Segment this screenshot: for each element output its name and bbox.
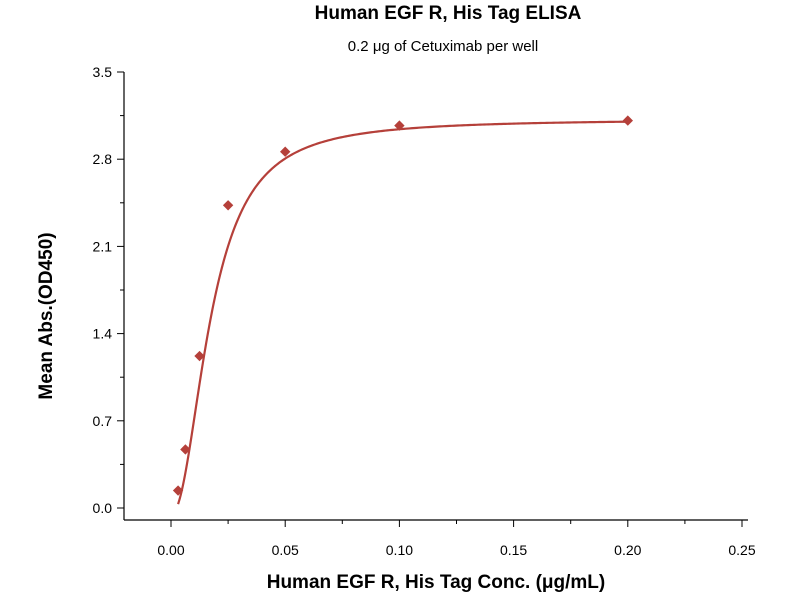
data-point	[280, 146, 291, 157]
chart-title: Human EGF R, His Tag ELISA	[315, 3, 582, 24]
y-tick-label: 3.5	[93, 64, 113, 80]
y-tick-label: 0.7	[93, 413, 113, 429]
data-point	[222, 200, 234, 211]
x-axis-ticks: 0.00 0.05 0.10 0.15 0.20 0.25	[157, 520, 756, 558]
fit-curve	[177, 120, 628, 505]
x-tick-label: 0.05	[272, 542, 299, 558]
chart-subtitle: 0.2 μg of Cetuximab per well	[348, 38, 538, 55]
x-tick-label: 0.15	[500, 542, 527, 558]
x-tick-label: 0.10	[386, 542, 413, 558]
y-tick-label: 1.4	[93, 326, 113, 342]
data-point	[194, 350, 205, 362]
y-axis-ticks: 0.0 0.7 1.4 2.1 2.8 3.5	[93, 64, 124, 516]
x-tick-label: 0.20	[614, 542, 641, 558]
data-point	[622, 115, 633, 126]
data-point	[180, 444, 191, 455]
data-points	[172, 115, 633, 496]
data-point	[394, 120, 405, 131]
x-tick-label: 0.00	[157, 542, 184, 558]
data-point	[172, 485, 184, 496]
x-tick-label: 0.25	[728, 542, 755, 558]
y-tick-label: 0.0	[93, 500, 113, 516]
y-axis-label: Mean Abs.(OD450)	[36, 232, 57, 399]
y-tick-label: 2.1	[93, 238, 113, 254]
x-axis-label: Human EGF R, His Tag Conc. (μg/mL)	[267, 572, 606, 593]
y-tick-label: 2.8	[93, 151, 113, 167]
